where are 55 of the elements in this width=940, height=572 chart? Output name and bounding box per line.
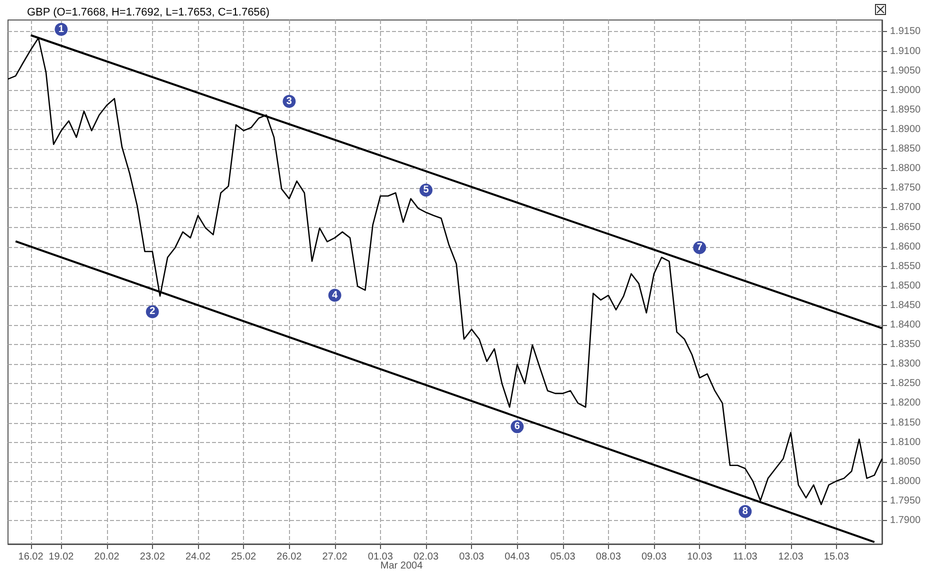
y-tick-label: 1.8150 bbox=[890, 417, 922, 428]
y-tick-label: 1.8450 bbox=[890, 300, 922, 311]
y-tick-label: 1.9100 bbox=[890, 46, 922, 57]
y-tick-label: 1.8850 bbox=[890, 144, 922, 155]
y-tick-label: 1.8600 bbox=[890, 241, 922, 252]
x-tick-label: 26.02 bbox=[276, 552, 302, 562]
annotation: 1 bbox=[58, 24, 64, 35]
x-tick-label: 16.02 bbox=[18, 552, 44, 562]
x-tick-label: 04.03 bbox=[504, 552, 530, 562]
y-tick-label: 1.8400 bbox=[890, 320, 922, 331]
y-tick-label: 1.8650 bbox=[890, 222, 922, 233]
x-tick-label: 09.03 bbox=[641, 552, 667, 562]
y-tick-label: 1.8300 bbox=[890, 358, 922, 370]
y-tick-label: 1.8000 bbox=[890, 476, 922, 487]
y-tick-label: 1.9000 bbox=[890, 84, 922, 96]
x-tick-label: 02.03 bbox=[413, 552, 439, 562]
y-tick-label: 1.8800 bbox=[890, 163, 922, 174]
x-tick-label: 05.03 bbox=[550, 552, 576, 562]
text: Mar 2004 bbox=[380, 560, 424, 572]
chart-title: GBP (O=1.7668, H=1.7692, L=1.7653, C=1.7656) bbox=[27, 6, 270, 18]
annotation: 8 bbox=[742, 506, 748, 518]
y-tick-label: 1.8250 bbox=[890, 378, 922, 390]
x-tick-label: 10.03 bbox=[687, 552, 713, 562]
x-tick-label: 03.03 bbox=[459, 552, 485, 562]
y-tick-label: 1.8900 bbox=[890, 124, 922, 135]
y-tick-label: 1.8550 bbox=[890, 260, 922, 272]
x-tick-label: 12.03 bbox=[778, 552, 804, 562]
y-tick-label: 1.8200 bbox=[890, 398, 922, 409]
x-tick-label: 27.02 bbox=[322, 552, 348, 562]
annotation: 5 bbox=[423, 184, 430, 196]
y-tick-label: 1.8100 bbox=[890, 436, 922, 448]
x-tick-label: 20.02 bbox=[94, 552, 120, 562]
annotation: 3 bbox=[286, 96, 292, 107]
y-tick-label: 1.9050 bbox=[890, 65, 922, 76]
x-tick-label: 23.02 bbox=[140, 552, 166, 562]
y-tick-label: 1.9150 bbox=[890, 26, 922, 38]
y-tick-label: 1.8950 bbox=[890, 104, 922, 116]
annotation: 2 bbox=[150, 306, 156, 318]
annotation: 4 bbox=[332, 290, 338, 301]
x-tick-label: 24.02 bbox=[185, 552, 211, 562]
x-tick-label: 25.02 bbox=[231, 552, 257, 562]
annotation: 7 bbox=[696, 242, 703, 254]
y-tick-label: 1.8750 bbox=[890, 182, 922, 194]
x-tick-label: 11.03 bbox=[733, 552, 758, 562]
annotation: 6 bbox=[514, 421, 520, 432]
y-tick-label: 1.8500 bbox=[890, 280, 922, 292]
x-tick-label: 19.02 bbox=[48, 552, 74, 562]
x-tick-label: 15.03 bbox=[824, 552, 850, 562]
y-tick-label: 1.8050 bbox=[890, 456, 922, 468]
y-tick-label: 1.7900 bbox=[890, 515, 922, 526]
x-tick-label: 01.03 bbox=[368, 552, 394, 562]
y-tick-label: 1.7950 bbox=[890, 495, 922, 506]
x-tick-label: 08.03 bbox=[596, 552, 622, 562]
y-tick-label: 1.8350 bbox=[890, 339, 922, 350]
y-tick-label: 1.8700 bbox=[890, 202, 922, 214]
